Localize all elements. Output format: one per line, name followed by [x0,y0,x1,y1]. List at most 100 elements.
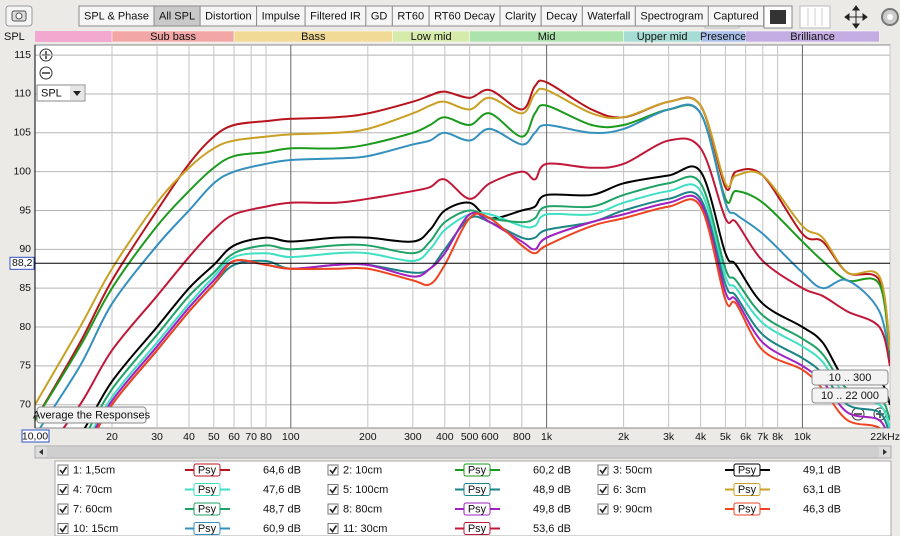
cursor-box [9,256,35,270]
tab-button[interactable]: RT60 [391,5,430,27]
tab-button[interactable]: GD [365,5,393,27]
band-label: Brilliance [790,31,835,43]
cursor-y-label: 88,2 [12,257,33,269]
x-tick-label: 500 [461,431,479,443]
tab-button[interactable]: All SPL [153,5,201,27]
tab-label: All SPL [159,10,195,22]
legend-level: 48,9 dB [533,484,571,496]
x-tick-label: 100 [282,431,300,443]
legend-level: 49,1 dB [803,464,841,476]
tab-button[interactable]: Decay [540,5,583,27]
check-mark [59,505,68,514]
y-tick-label: 80 [19,321,31,333]
band-label: Presence [700,31,746,43]
tab-button[interactable]: SPL & Phase [78,5,155,27]
response-curve [35,104,890,421]
tab-button[interactable]: Captured [707,5,765,27]
legend-level: 63,1 dB [803,484,841,496]
check-mark [329,486,338,494]
check-mark [329,466,338,475]
legend-name: 4: 70cm [73,484,112,496]
y-tick-label: 100 [13,165,31,177]
tab-button[interactable]: Filtered IR [304,5,367,27]
smoothing-label: Psy [198,464,217,476]
tab-button[interactable]: Impulse [256,5,306,27]
tab-label: SPL & Phase [84,10,149,22]
tab-button[interactable]: Spectrogram [634,5,709,27]
smoothing-label: Psy [468,523,487,535]
checkbox [57,464,69,476]
response-curve [35,87,890,406]
tab-button[interactable]: Waterfall [581,5,636,27]
button-label: Average the Responses [33,409,151,421]
tab-label: RT60 Decay [434,10,495,22]
smoothing-button [733,483,761,496]
y-tick-label: 115 [14,49,31,61]
range-button[interactable]: 10 .. 22 000 [811,387,889,404]
smoothing-button [463,483,491,496]
smoothing-label: Psy [198,523,217,535]
legend-entry[interactable]: 2: 10cm Psy 60,2 dB [327,463,571,477]
y-axis-label: SPL [4,31,25,43]
legend-entry[interactable]: 11: 30cm Psy 53,6 dB [327,522,571,535]
x-tick-label: 400 [436,431,454,443]
x-tick-label: 800 [513,431,531,443]
legend-entry[interactable]: 1: 1,5cm Psy 64,6 dB [57,463,301,477]
response-curve [94,194,887,428]
legend-entry[interactable]: 7: 60cm Psy 48,7 dB [57,502,301,516]
average-button[interactable]: Average the Responses [33,406,151,424]
smoothing-button [193,522,221,535]
button-frame [811,369,889,386]
x-tick-label: 30 [151,431,163,443]
x-tick-label: 50 [208,431,220,443]
tab-label: Clarity [505,10,537,22]
range-button[interactable]: 10 .. 300 [811,369,889,386]
legend-name: 7: 60cm [73,503,112,515]
band-label: Mid [538,31,556,43]
screenshot-button[interactable] [5,5,33,27]
smoothing-button [463,463,491,477]
smoothing-label: Psy [738,464,757,476]
checkbox [327,503,339,515]
legend-entry[interactable]: 5: 100cm Psy 48,9 dB [327,483,571,496]
y-tick-label: 95 [19,204,31,216]
legend-entry[interactable]: 8: 80cm Psy 49,8 dB [327,502,571,516]
legend-name: 1: 1,5cm [73,464,115,476]
tab-button[interactable]: Clarity [499,5,542,27]
checkbox [327,484,339,495]
checkbox [57,484,69,495]
y-tick-label: 90 [19,243,31,255]
cursor-x-label: 10,00 [22,430,48,442]
smoothing-label: Psy [198,503,217,515]
smoothing-label: Psy [468,503,487,515]
dropdown-arrow [73,91,81,96]
checkbox [597,484,609,495]
tab-label: Distortion [205,10,251,22]
smoothing-button [733,502,761,516]
legend-entry[interactable]: 4: 70cm Psy 47,6 dB [57,483,301,496]
legend-name: 8: 80cm [343,503,382,515]
scrollbar[interactable] [34,445,892,459]
legend-entry[interactable]: 9: 90cm Psy 46,3 dB [597,502,841,516]
legend-level: 47,6 dB [263,484,301,496]
checkbox [597,464,609,476]
x-tick-label: 10k [794,431,812,443]
legend-level: 64,6 dB [263,464,301,476]
legend-entry[interactable]: 6: 3cm Psy 63,1 dB [597,483,841,496]
smoothing-button [193,502,221,516]
legend-level: 60,2 dB [533,464,571,476]
spl-dropdown[interactable]: SPL [36,84,86,102]
legend-entry[interactable]: 3: 50cm Psy 49,1 dB [597,463,841,477]
legend-entry[interactable]: 10: 15cm Psy 60,9 dB [57,522,301,535]
check-mark [329,525,338,533]
x-tick-label: 22kHz [870,431,900,443]
legend-name: 6: 3cm [613,484,646,496]
x-tick-label: 600 [481,431,499,443]
smoothing-button [193,463,221,477]
tab-button[interactable]: Distortion [199,5,258,27]
x-tick-label: 70 [245,431,257,443]
band-unlabeled [35,31,113,42]
tab-button[interactable]: RT60 Decay [428,5,501,27]
legend-level: 53,6 dB [533,523,571,535]
response-curve [92,183,890,428]
